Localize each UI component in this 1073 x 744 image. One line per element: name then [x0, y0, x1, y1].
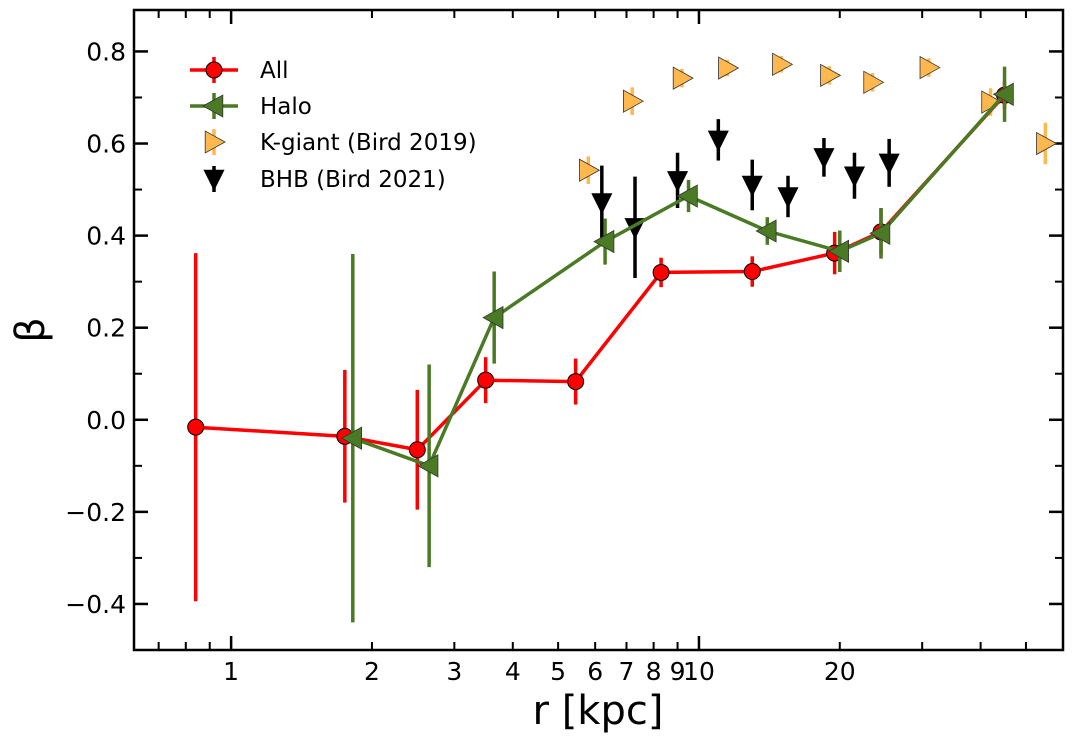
x-tick-label: 9 [670, 657, 686, 686]
data-point [1036, 131, 1058, 156]
data-point [579, 158, 601, 182]
x-tick-label: 8 [646, 657, 662, 686]
data-point [567, 373, 585, 391]
x-tick-label: 5 [550, 657, 566, 686]
data-point [843, 166, 866, 188]
y-tick-label: −0.2 [65, 498, 126, 527]
data-point [813, 148, 835, 170]
series-layer [187, 52, 1058, 623]
y-tick-label: 0.6 [86, 130, 126, 159]
data-point [827, 239, 849, 263]
series-halo [340, 66, 1014, 623]
legend-item-bhb-bird-2021: BHB (Bird 2021) [203, 166, 446, 193]
plot-background [134, 10, 1063, 650]
legend-item-k-giant-bird-2019: K-giant (Bird 2019) [204, 129, 477, 156]
y-axis-label: β [8, 317, 54, 343]
y-tick-label: −0.4 [65, 590, 126, 619]
legend-label: All [260, 58, 289, 84]
data-point [477, 371, 495, 389]
y-tick-label: 0.0 [86, 406, 126, 435]
data-point [593, 229, 615, 254]
data-point [820, 63, 842, 88]
data-point [707, 130, 729, 152]
legend: All Halo K-giant (Bird 2019) BHB (Bird 2021… [190, 57, 477, 193]
x-tick-label: 4 [505, 657, 521, 686]
legend-marker [204, 130, 226, 154]
data-point [667, 171, 689, 193]
data-point [992, 82, 1014, 106]
legend-label: Halo [260, 94, 312, 120]
data-point [863, 70, 885, 94]
legend-item-all: All [190, 57, 289, 84]
legend-label: K-giant (Bird 2019) [260, 130, 477, 156]
x-tick-label: 6 [587, 657, 603, 686]
legend-item-halo: Halo [190, 93, 312, 120]
x-tick-label: 10 [683, 657, 715, 686]
x-tick-label: 20 [824, 657, 856, 686]
data-point [919, 55, 941, 80]
data-point [340, 426, 362, 450]
x-axis-label: r [kpc] [533, 688, 664, 734]
y-tick-label: 0.4 [86, 222, 126, 251]
data-point [869, 221, 891, 245]
data-point [755, 219, 777, 243]
x-tick-label: 2 [364, 657, 380, 686]
axis-tick-labels: 1 2 3 4 5 6 7 8 910 20 0.8 0.6 0.4 0.2 0.0 −0.2 −0.4 [65, 37, 855, 686]
legend-marker [203, 169, 225, 191]
x-tick-label: 1 [223, 657, 239, 686]
data-point [777, 187, 799, 209]
data-point [652, 263, 670, 281]
x-tick-label: 7 [619, 657, 635, 686]
series-bhb-bird-2021 [591, 119, 900, 278]
data-point [672, 66, 694, 90]
data-point [676, 184, 698, 208]
legend-marker [202, 94, 224, 118]
series-k-giant-bird-2019 [579, 52, 1058, 185]
y-tick-label: 0.8 [86, 37, 126, 66]
data-point [741, 175, 763, 197]
data-point [623, 89, 645, 113]
plot-frame [132, 8, 1065, 652]
y-tick-label: 0.2 [86, 314, 126, 343]
data-point [417, 454, 439, 478]
data-point [187, 418, 205, 436]
data-point [772, 52, 794, 77]
data-point [878, 153, 900, 175]
data-point [408, 441, 426, 459]
x-tick-label: 3 [446, 657, 462, 686]
data-point [482, 305, 504, 330]
data-point [743, 263, 761, 281]
legend-marker [205, 61, 223, 79]
data-point [718, 56, 740, 80]
legend-label: BHB (Bird 2021) [260, 167, 446, 193]
data-point [591, 193, 613, 215]
